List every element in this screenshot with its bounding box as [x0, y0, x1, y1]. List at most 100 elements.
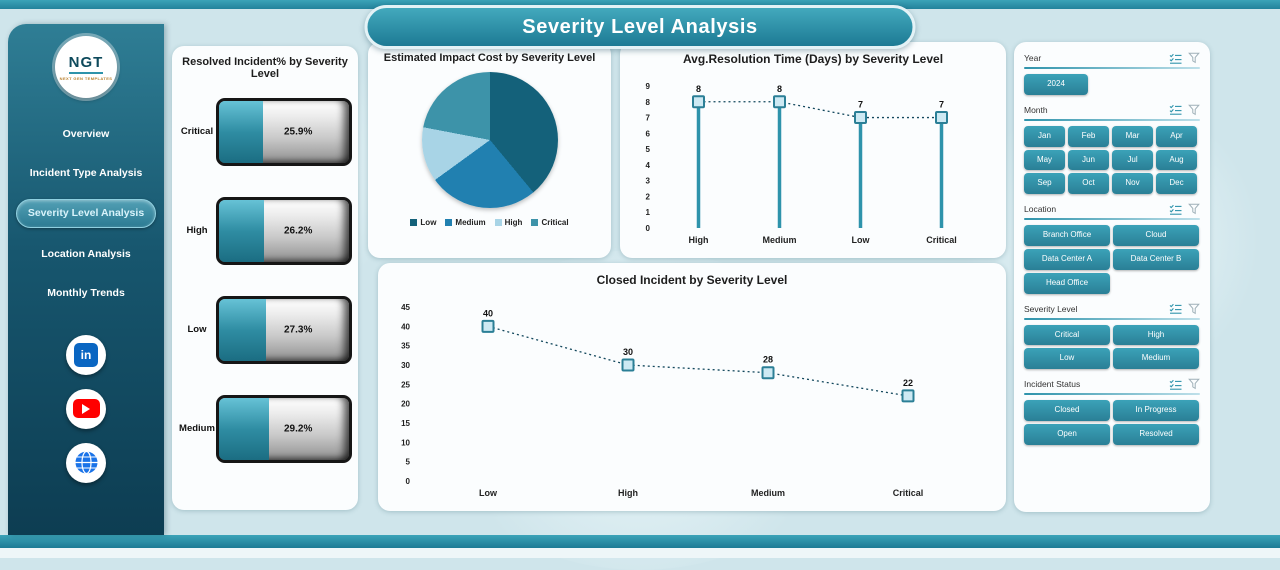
checklist-icon[interactable] [1169, 204, 1182, 215]
impact-cost-pie[interactable] [421, 72, 558, 208]
slicer-option-data-center-a[interactable]: Data Center A [1024, 248, 1110, 270]
slicer-label: Year [1024, 53, 1042, 63]
data-point[interactable] [692, 95, 705, 109]
slicer-options: Branch Office Cloud Data Center A Data Cent… [1024, 225, 1200, 294]
data-label: 8 [777, 84, 782, 94]
y-tick-label: 3 [646, 177, 651, 186]
sidebar-item-severity-level-analysis[interactable]: Severity Level Analysis [16, 199, 156, 228]
slicer-option-aug[interactable]: Aug [1156, 149, 1197, 171]
legend-item-critical[interactable]: Critical [531, 218, 569, 227]
data-point[interactable] [761, 366, 775, 380]
data-label: 7 [858, 100, 863, 110]
battery-gauge[interactable]: 27.3% [216, 295, 352, 364]
globe-icon [75, 451, 97, 475]
legend-item-medium[interactable]: Medium [445, 218, 486, 227]
sidebar: NGT NEXT GEN TEMPLATES Overview Incident … [8, 24, 164, 535]
battery-row: Medium 29.2% [178, 379, 352, 478]
slicer-option-medium[interactable]: Medium [1113, 348, 1199, 370]
youtube-link[interactable] [66, 388, 106, 429]
slicer-divider [1024, 393, 1200, 396]
legend-item-low[interactable]: Low [410, 218, 436, 227]
page-title: Severity Level Analysis [522, 15, 758, 38]
slicer-option-head-office[interactable]: Head Office [1024, 272, 1110, 294]
battery-gauge[interactable]: 26.2% [216, 196, 352, 265]
slicer-option-resolved[interactable]: Resolved [1113, 423, 1199, 445]
legend-item-high[interactable]: High [494, 218, 523, 227]
slicer-option-in-progress[interactable]: In Progress [1113, 400, 1199, 421]
slicer-option-feb[interactable]: Feb [1068, 125, 1109, 147]
avg-resolution-card: Avg.Resolution Time (Days) by Severity L… [620, 42, 1006, 258]
slicer-option-apr[interactable]: Apr [1156, 125, 1197, 147]
checklist-icon[interactable] [1169, 379, 1182, 390]
y-tick-label: 30 [401, 361, 410, 370]
legend-swatch [531, 219, 539, 226]
slicer-option-jul[interactable]: Jul [1112, 149, 1153, 171]
y-tick-label: 7 [646, 114, 651, 123]
sidebar-item-monthly-trends[interactable]: Monthly Trends [47, 286, 125, 299]
website-link[interactable] [66, 442, 106, 483]
slicer-label: Incident Status [1024, 379, 1081, 390]
y-tick-label: 5 [406, 458, 411, 467]
slicer-option-jun[interactable]: Jun [1068, 149, 1109, 171]
slicer-option-data-center-b[interactable]: Data Center B [1113, 248, 1199, 270]
closed-incident-card: Closed Incident by Severity Level 0 5 10 15… [378, 263, 1006, 511]
x-category-label: Critical [893, 488, 924, 498]
y-tick-label: 20 [401, 400, 410, 409]
sidebar-nav: Overview Incident Type Analysis Severity L… [8, 108, 164, 319]
slicer-option-mar[interactable]: Mar [1112, 125, 1153, 147]
filter-funnel-icon[interactable] [1188, 378, 1200, 390]
y-tick-label: 35 [401, 342, 410, 351]
data-point[interactable] [854, 111, 867, 125]
slicer-option-closed[interactable]: Closed [1024, 400, 1110, 421]
checklist-icon[interactable] [1169, 53, 1182, 64]
sidebar-item-incident-type-analysis[interactable]: Incident Type Analysis [29, 167, 143, 180]
sidebar-item-overview[interactable]: Overview [62, 128, 110, 140]
slicer-option-jan[interactable]: Jan [1024, 125, 1065, 147]
legend-label: Medium [455, 218, 486, 227]
slicer-option-open[interactable]: Open [1024, 423, 1110, 445]
legend-label: High [504, 218, 523, 227]
linkedin-link[interactable]: in [66, 334, 106, 375]
data-point[interactable] [621, 358, 635, 372]
filter-funnel-icon[interactable] [1188, 203, 1200, 215]
chart-title: Avg.Resolution Time (Days) by Severity L… [682, 52, 944, 66]
data-point[interactable] [773, 95, 786, 109]
data-label: 22 [903, 378, 913, 388]
slicer-option-dec[interactable]: Dec [1156, 173, 1197, 195]
slicer-option-branch-office[interactable]: Branch Office [1024, 225, 1110, 246]
battery-value-label: 25.9% [284, 126, 313, 137]
trend-line [487, 325, 909, 397]
filter-funnel-icon[interactable] [1188, 52, 1200, 64]
slicer-option-oct[interactable]: Oct [1068, 173, 1109, 195]
x-category-label: Medium [762, 235, 796, 245]
slicer-option-cloud[interactable]: Cloud [1113, 225, 1199, 246]
slicer-option-sep[interactable]: Sep [1024, 173, 1065, 195]
slicer-header-icons [1169, 52, 1200, 64]
checklist-icon[interactable] [1169, 104, 1182, 116]
slicer-option-nov[interactable]: Nov [1112, 173, 1153, 195]
y-tick-label: 15 [401, 419, 410, 428]
y-tick-label: 9 [646, 82, 651, 91]
data-point[interactable] [935, 111, 948, 125]
data-label: 8 [696, 84, 701, 94]
slicer-option-critical[interactable]: Critical [1024, 324, 1110, 346]
x-category-label: High [618, 488, 638, 498]
slicer-option-low[interactable]: Low [1024, 348, 1110, 370]
battery-gauge[interactable]: 29.2% [216, 394, 352, 463]
filter-funnel-icon[interactable] [1188, 303, 1200, 315]
battery-gauge[interactable]: 25.9% [216, 97, 352, 166]
data-point[interactable] [901, 389, 915, 403]
slicer-label: Severity Level [1024, 303, 1078, 314]
slicer-option-2024[interactable]: 2024 [1024, 74, 1088, 95]
slicer-option-may[interactable]: May [1024, 149, 1065, 171]
closed-incident-chart: 0 5 10 15 20 25 30 35 40 45 Low High Medium Critical 4… [401, 303, 924, 498]
battery-value-label: 26.2% [284, 225, 313, 236]
slicer-option-high[interactable]: High [1113, 324, 1199, 346]
y-tick-label: 1 [646, 208, 651, 217]
legend-swatch [494, 219, 502, 226]
filter-funnel-icon[interactable] [1188, 104, 1200, 116]
checklist-icon[interactable] [1169, 303, 1182, 314]
slicer-divider [1024, 118, 1200, 121]
data-point[interactable] [481, 319, 495, 333]
sidebar-item-location-analysis[interactable]: Location Analysis [41, 247, 131, 260]
